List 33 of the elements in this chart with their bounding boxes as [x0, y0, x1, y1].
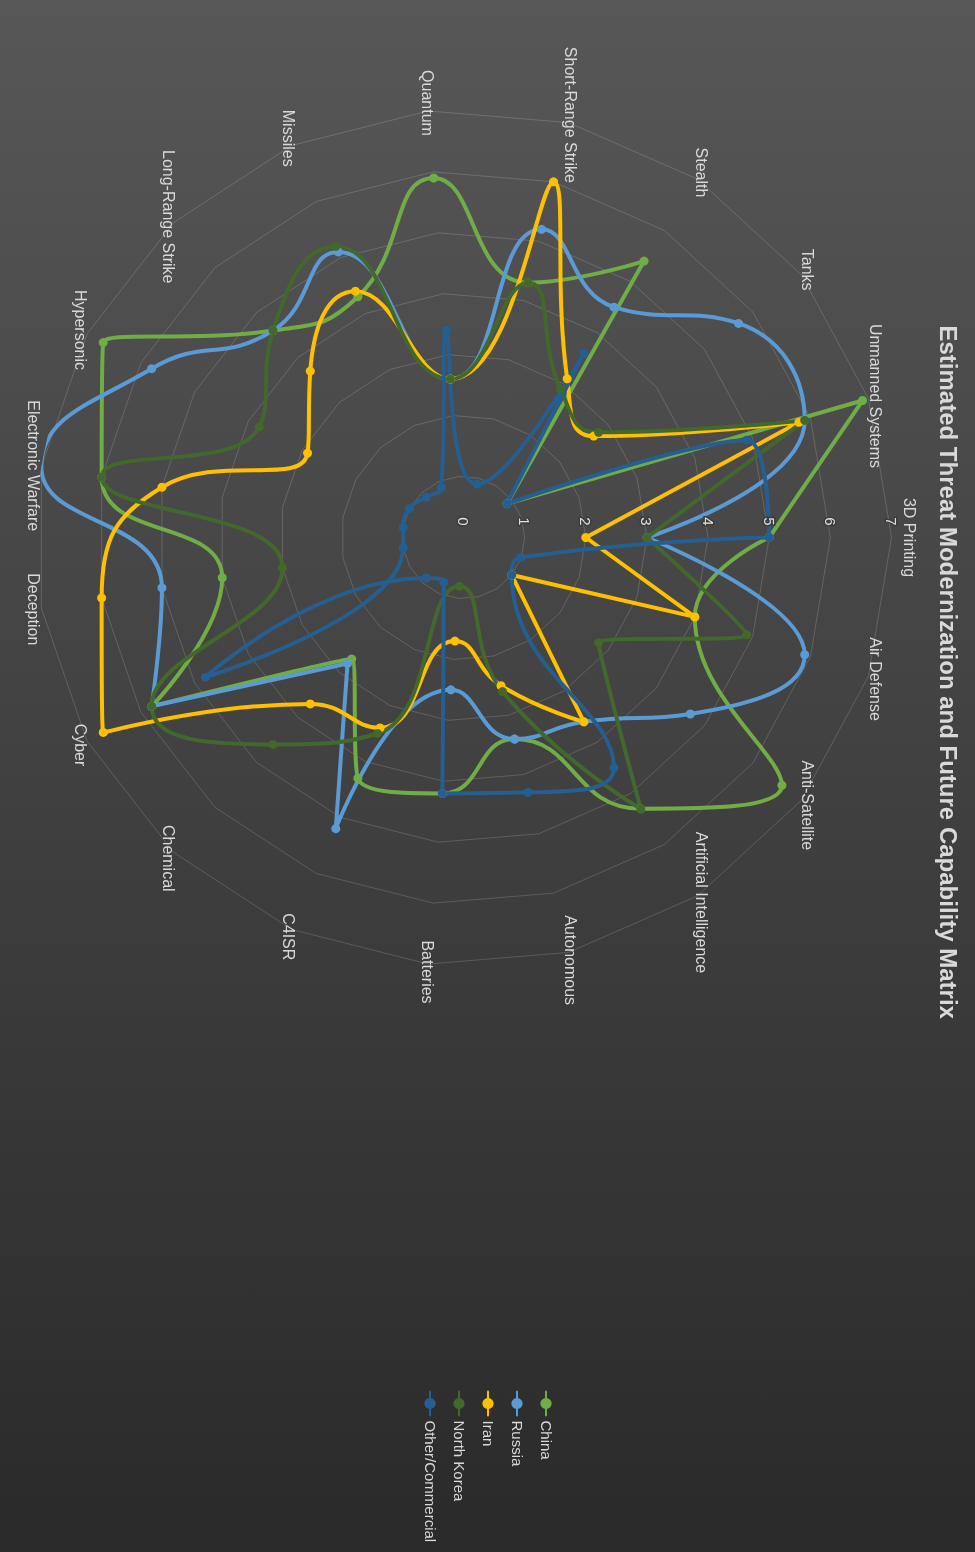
- y-tick-label: 2: [576, 516, 594, 525]
- spoke-label: Hypersonic: [71, 289, 89, 370]
- y-tick-label: 7: [882, 516, 900, 525]
- legend-label: Iran: [479, 1420, 496, 1446]
- legend-label: North Korea: [450, 1420, 467, 1502]
- y-tick-label: 3: [637, 516, 655, 525]
- spoke-label: Long-Range Strike: [159, 149, 177, 284]
- spoke-label: C4ISR: [279, 912, 297, 960]
- legend-label: Russia: [508, 1420, 525, 1467]
- text: Estimated Threat Modernization and Future Capability Matrix: [934, 325, 962, 1020]
- spoke-label: Deception: [24, 572, 42, 645]
- spoke-label: Missiles: [279, 109, 297, 167]
- spoke-label: Artificial Intelligence: [692, 831, 710, 973]
- spoke-label: Short-Range Strike: [561, 46, 579, 183]
- spoke-label: 3D Printing: [900, 497, 917, 577]
- spoke-label: Autonomous: [561, 914, 579, 1005]
- spoke-label: Chemical: [159, 824, 177, 892]
- y-tick-label: 5: [760, 516, 778, 525]
- y-tick-label: 0: [454, 516, 472, 525]
- spoke-label: Anti-Satellite: [798, 759, 816, 850]
- y-tick-label: 4: [699, 516, 717, 525]
- spoke-label: Quantum: [418, 69, 436, 136]
- legend-label: China: [537, 1420, 554, 1460]
- y-tick-label: 1: [515, 516, 533, 525]
- spoke-label: Air Defense: [866, 636, 884, 721]
- spoke-label: Unmanned Systems: [866, 323, 884, 468]
- spoke-label: Batteries: [418, 939, 436, 1004]
- y-tick-label: 6: [821, 516, 839, 525]
- spoke-label: Electronic Warfare: [24, 399, 42, 531]
- spoke-label: Tanks: [798, 248, 816, 291]
- spoke-label: Stealth: [692, 147, 710, 197]
- legend-label: Other/Commercial: [421, 1420, 438, 1542]
- spoke-label: Cyber: [71, 723, 89, 767]
